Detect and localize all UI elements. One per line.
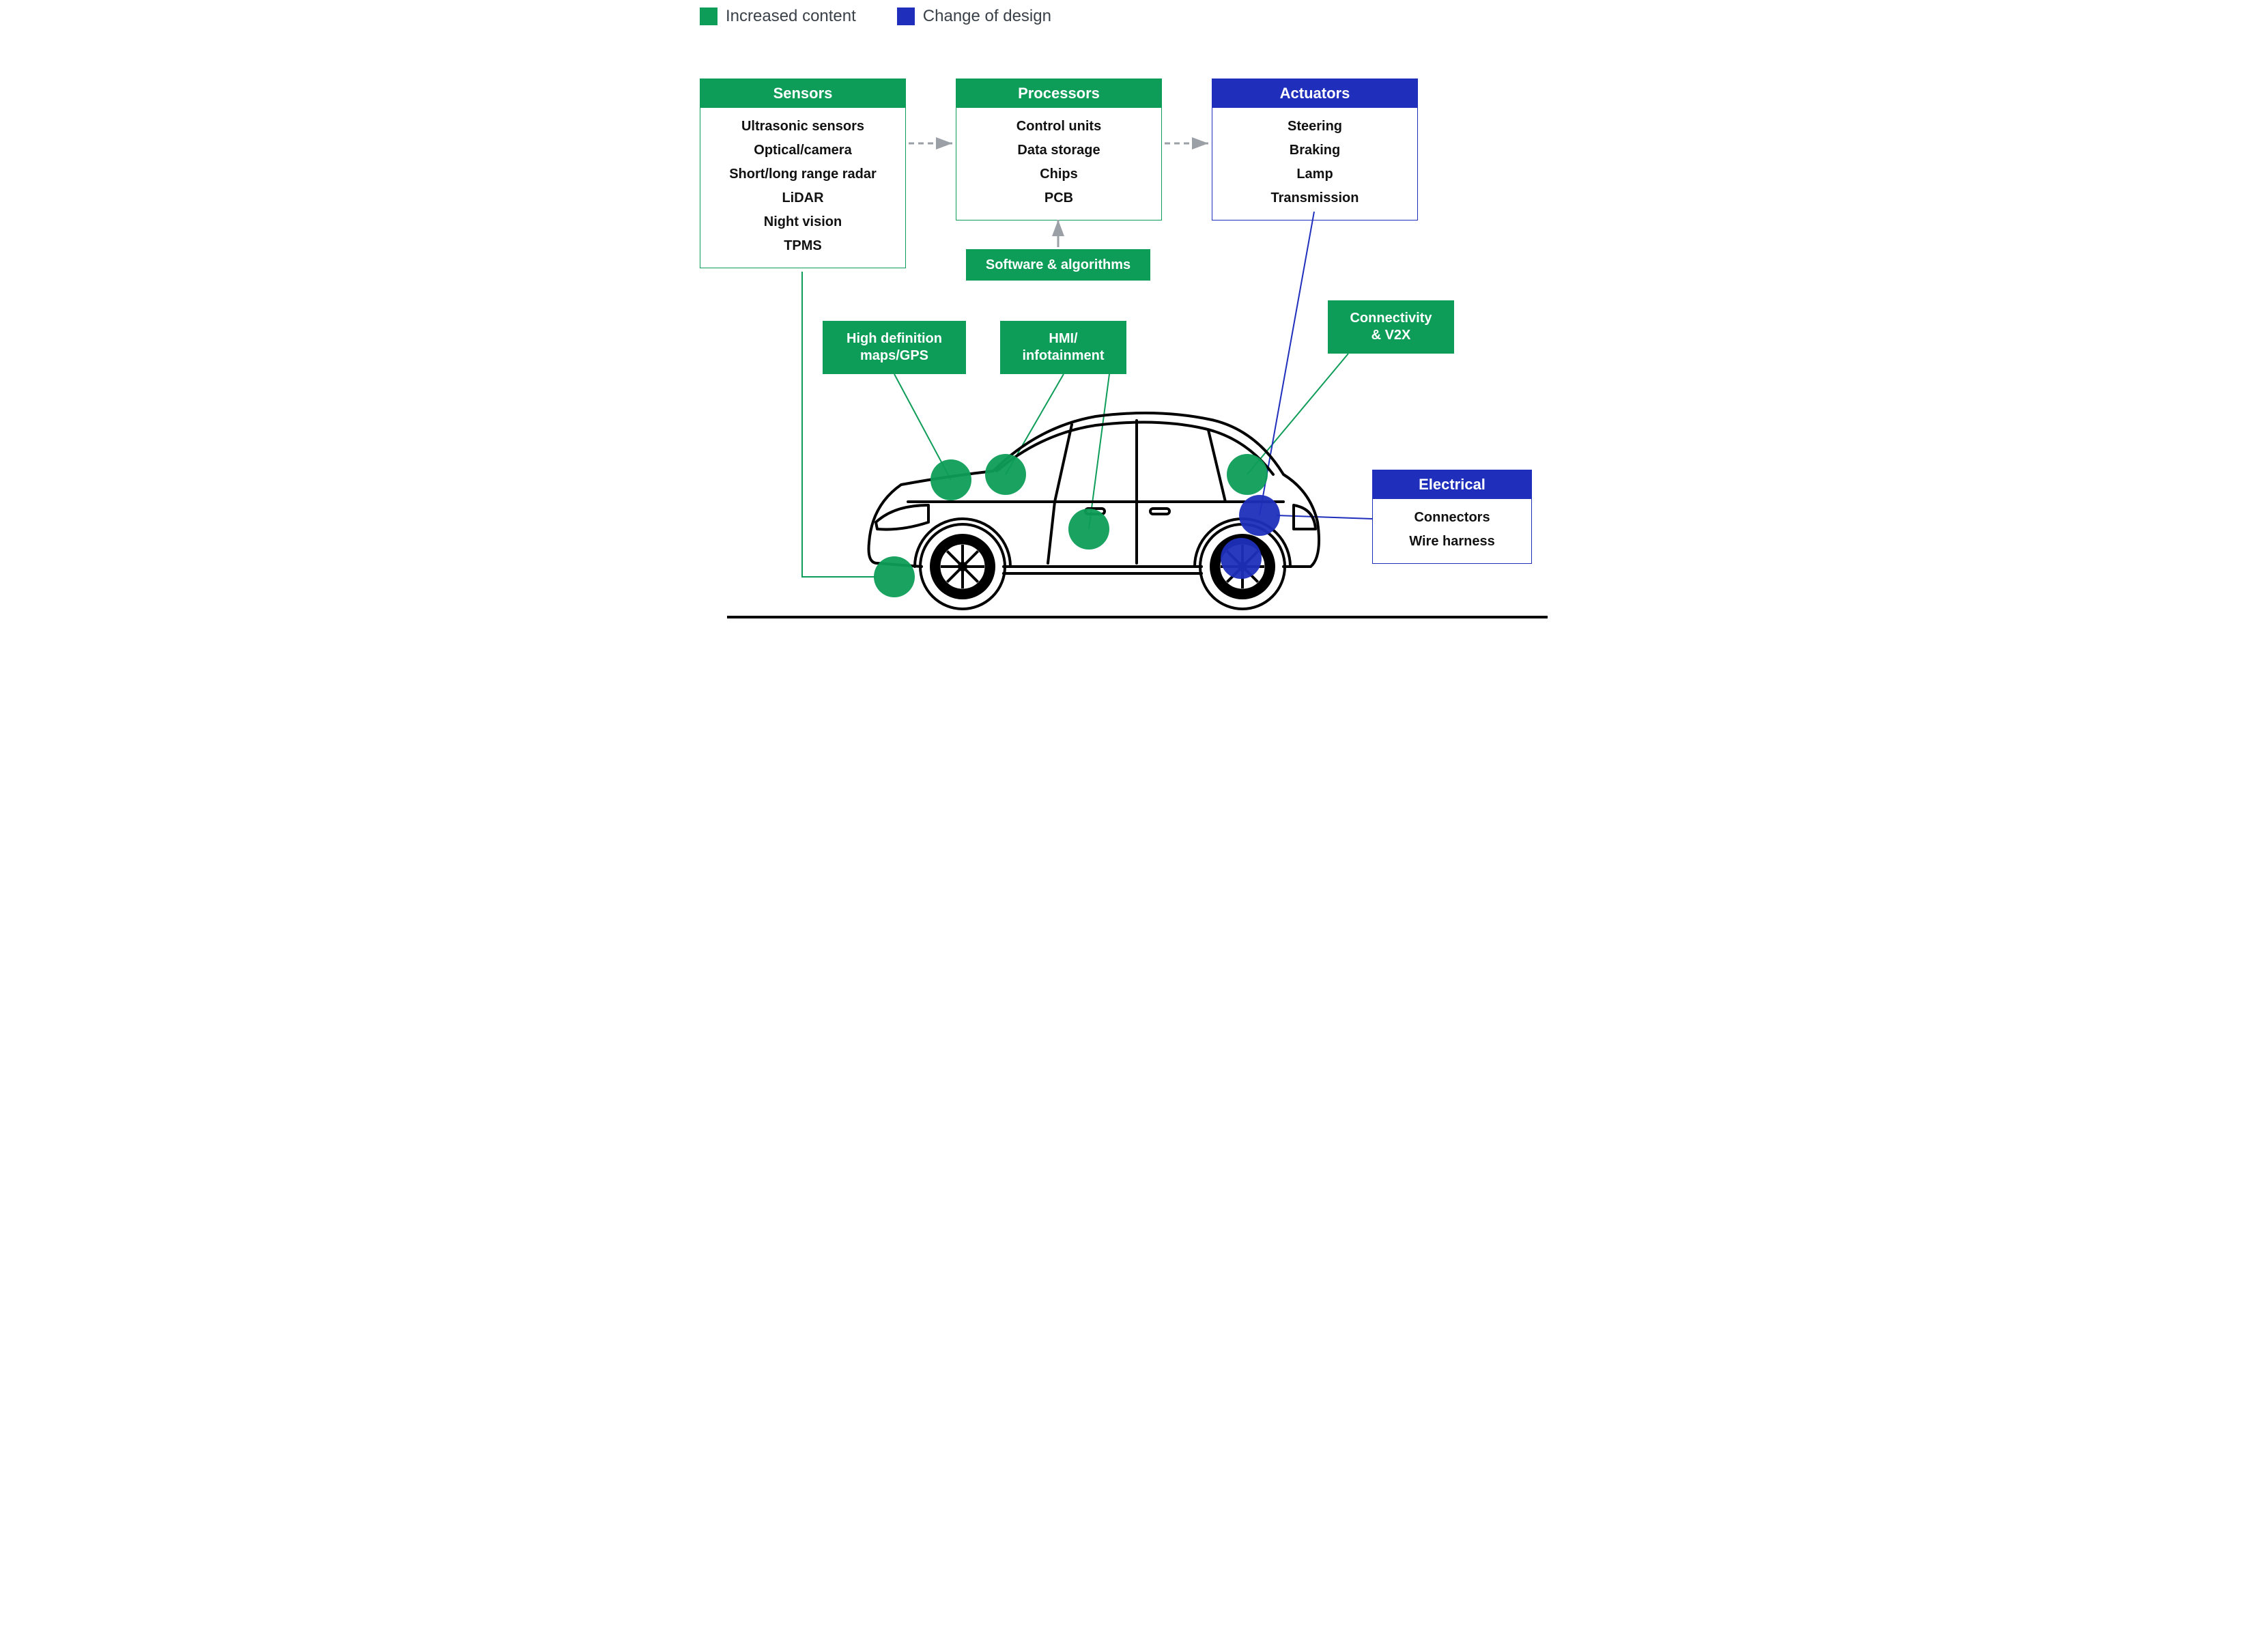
callout-dot xyxy=(985,454,1026,495)
ground-line xyxy=(727,616,1548,618)
connector-line xyxy=(1277,515,1372,519)
svg-layer xyxy=(686,0,1560,643)
callout-dot xyxy=(930,459,971,500)
connector-line xyxy=(1089,374,1109,529)
connector-line xyxy=(1247,354,1348,474)
connector-line xyxy=(1260,212,1314,515)
connector-line xyxy=(802,272,876,577)
callout-dot xyxy=(874,556,915,597)
callout-dot xyxy=(1227,454,1268,495)
callout-dot xyxy=(1068,509,1109,550)
diagram-stage: Increased content Change of design Senso… xyxy=(686,0,1560,643)
callout-dot xyxy=(1239,495,1280,536)
callout-dot xyxy=(1221,538,1262,579)
